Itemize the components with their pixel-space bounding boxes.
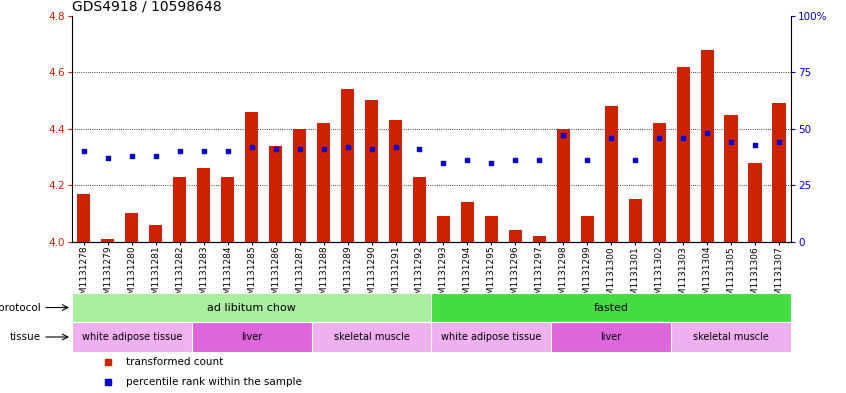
Bar	[629, 199, 642, 242]
Bar	[749, 163, 761, 242]
Point	[197, 148, 211, 154]
Point	[293, 146, 306, 152]
Bar	[557, 129, 570, 242]
Bar	[77, 194, 91, 242]
Bar	[197, 168, 211, 242]
Point	[149, 152, 162, 159]
Bar	[437, 216, 450, 242]
Bar	[508, 230, 522, 242]
Point	[316, 146, 330, 152]
Text: GDS4918 / 10598648: GDS4918 / 10598648	[72, 0, 222, 14]
Text: liver: liver	[241, 332, 262, 342]
Point	[485, 160, 498, 166]
Point	[652, 134, 666, 141]
Point	[700, 130, 714, 136]
Bar	[431, 293, 791, 322]
Bar	[269, 146, 283, 242]
Point	[604, 134, 618, 141]
Text: tissue: tissue	[9, 332, 41, 342]
Point	[341, 143, 354, 150]
Bar	[431, 322, 552, 352]
Text: skeletal muscle: skeletal muscle	[693, 332, 769, 342]
Text: ad libitum chow: ad libitum chow	[207, 303, 296, 312]
Text: transformed count: transformed count	[126, 357, 223, 367]
Point	[413, 146, 426, 152]
Bar	[317, 123, 330, 242]
Point	[772, 139, 786, 145]
Text: white adipose tissue: white adipose tissue	[442, 332, 541, 342]
Bar	[552, 322, 671, 352]
Text: percentile rank within the sample: percentile rank within the sample	[126, 377, 302, 387]
Point	[125, 152, 139, 159]
Point	[269, 146, 283, 152]
Text: fasted: fasted	[594, 303, 629, 312]
Bar	[245, 112, 258, 242]
Bar	[389, 120, 402, 242]
Text: liver: liver	[601, 332, 622, 342]
Bar	[413, 177, 426, 242]
Bar	[671, 322, 791, 352]
Bar	[72, 322, 192, 352]
Bar	[461, 202, 474, 242]
Point	[677, 134, 690, 141]
Bar	[341, 89, 354, 242]
Bar	[724, 115, 738, 242]
Point	[365, 146, 378, 152]
Bar	[149, 225, 162, 242]
Point	[245, 143, 259, 150]
Bar	[700, 50, 714, 242]
Point	[388, 143, 403, 150]
Point	[508, 157, 522, 163]
Bar	[72, 293, 431, 322]
Point	[533, 157, 547, 163]
Point	[557, 132, 570, 139]
Bar	[677, 66, 689, 242]
Bar	[125, 213, 139, 242]
Text: skeletal muscle: skeletal muscle	[333, 332, 409, 342]
Bar	[605, 106, 618, 242]
Bar	[485, 216, 498, 242]
Bar	[293, 129, 306, 242]
Point	[749, 141, 762, 148]
Bar	[192, 322, 311, 352]
Point	[629, 157, 642, 163]
Bar	[221, 177, 234, 242]
Point	[460, 157, 474, 163]
Point	[437, 160, 450, 166]
Bar	[533, 236, 546, 242]
Point	[77, 148, 91, 154]
Point	[580, 157, 594, 163]
Bar	[173, 177, 186, 242]
Bar	[772, 103, 786, 242]
Point	[101, 155, 114, 161]
Bar	[580, 216, 594, 242]
Bar	[102, 239, 114, 242]
Point	[173, 148, 186, 154]
Point	[221, 148, 234, 154]
Bar	[365, 101, 378, 242]
Text: white adipose tissue: white adipose tissue	[82, 332, 182, 342]
Bar	[652, 123, 666, 242]
Text: protocol: protocol	[0, 303, 41, 312]
Bar	[311, 322, 431, 352]
Point	[724, 139, 738, 145]
